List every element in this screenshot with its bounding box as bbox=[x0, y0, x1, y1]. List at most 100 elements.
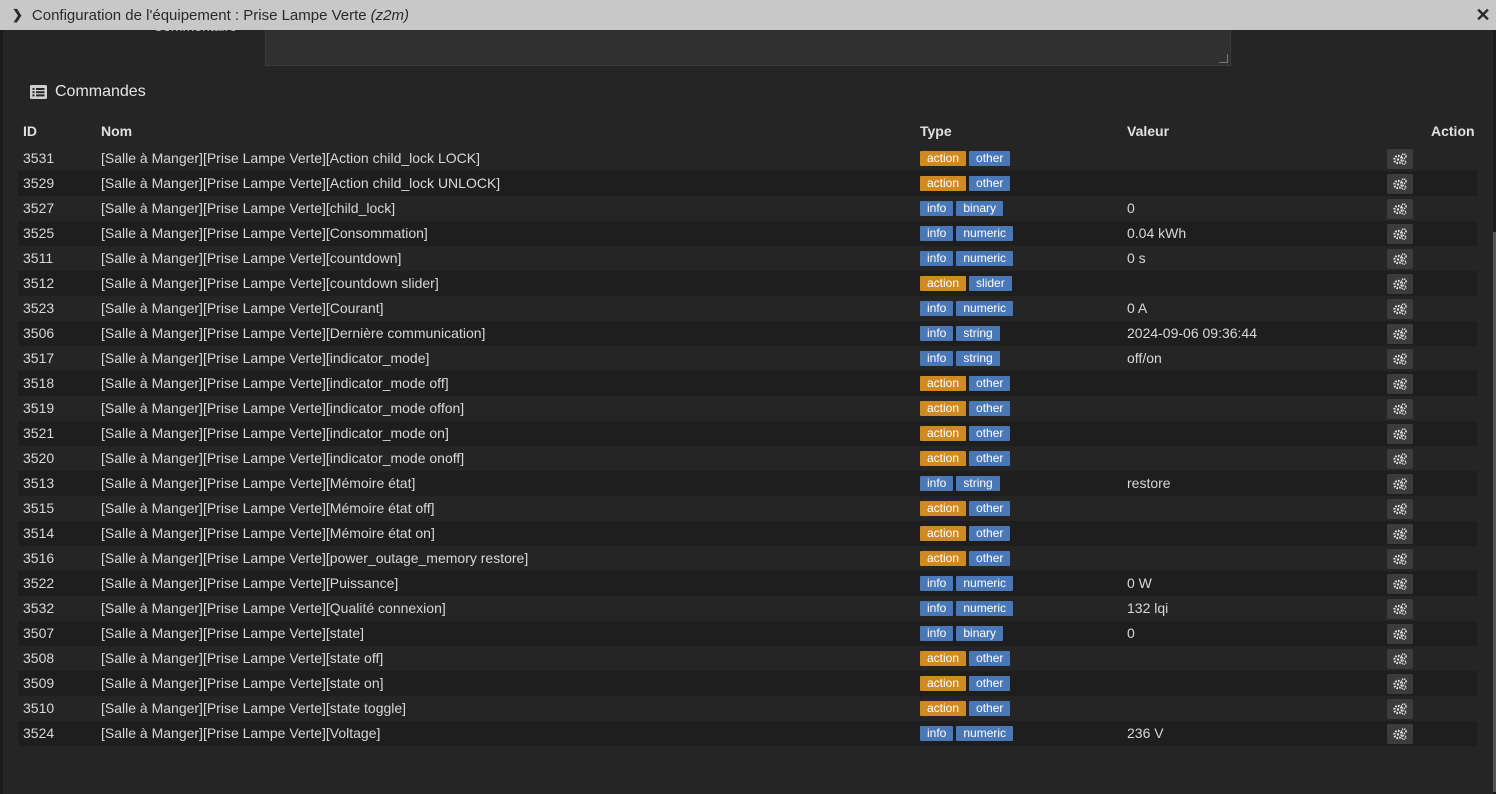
command-name: [Salle à Manger][Prise Lampe Verte][Volt… bbox=[101, 725, 381, 741]
configure-command-button[interactable] bbox=[1387, 148, 1413, 169]
configure-command-button[interactable] bbox=[1387, 173, 1413, 194]
configure-command-button[interactable] bbox=[1387, 673, 1413, 694]
configure-command-button[interactable] bbox=[1387, 523, 1413, 544]
command-id: 3508 bbox=[23, 650, 55, 666]
table-header: ID Nom Type Valeur Action bbox=[3, 123, 1493, 141]
type-badge: action bbox=[920, 276, 967, 291]
configure-command-button[interactable] bbox=[1387, 448, 1413, 469]
configure-command-button[interactable] bbox=[1387, 548, 1413, 569]
subtype-badge: numeric bbox=[956, 301, 1014, 316]
type-badge: info bbox=[920, 726, 954, 741]
command-name: [Salle à Manger][Prise Lampe Verte][coun… bbox=[101, 250, 402, 266]
table-row: 3524 [Salle à Manger][Prise Lampe Verte][… bbox=[18, 721, 1477, 746]
command-id: 3525 bbox=[23, 225, 55, 241]
command-id: 3532 bbox=[23, 600, 55, 616]
table-row: 3511 [Salle à Manger][Prise Lampe Verte][… bbox=[18, 246, 1477, 271]
gears-icon bbox=[1393, 427, 1407, 440]
command-name: [Salle à Manger][Prise Lampe Verte][Puis… bbox=[101, 575, 399, 591]
command-type: info string bbox=[920, 321, 1003, 346]
configure-command-button[interactable] bbox=[1387, 298, 1413, 319]
command-value: 0 bbox=[1127, 625, 1135, 641]
type-badge: info bbox=[920, 251, 954, 266]
type-badge: info bbox=[920, 601, 954, 616]
command-name: [Salle à Manger][Prise Lampe Verte][coun… bbox=[101, 275, 439, 291]
configure-command-button[interactable] bbox=[1387, 573, 1413, 594]
gears-icon bbox=[1393, 177, 1407, 190]
configure-command-button[interactable] bbox=[1387, 598, 1413, 619]
command-type: action other bbox=[920, 371, 1013, 396]
command-name: [Salle à Manger][Prise Lampe Verte][powe… bbox=[101, 550, 529, 566]
gears-icon bbox=[1393, 702, 1407, 715]
gears-icon bbox=[1393, 552, 1407, 565]
subtype-badge: other bbox=[969, 551, 1011, 566]
gears-icon bbox=[1393, 452, 1407, 465]
scrollbar[interactable] bbox=[1493, 232, 1496, 792]
command-action bbox=[1387, 196, 1413, 221]
configure-command-button[interactable] bbox=[1387, 623, 1413, 644]
command-name: [Salle à Manger][Prise Lampe Verte][indi… bbox=[101, 375, 449, 391]
configure-command-button[interactable] bbox=[1387, 273, 1413, 294]
configure-command-button[interactable] bbox=[1387, 423, 1413, 444]
type-badge: action bbox=[920, 526, 967, 541]
table-row: 3512 [Salle à Manger][Prise Lampe Verte][… bbox=[18, 271, 1477, 296]
command-action bbox=[1387, 671, 1413, 696]
gears-icon bbox=[1393, 202, 1407, 215]
command-name: [Salle à Manger][Prise Lampe Verte][Cour… bbox=[101, 300, 384, 316]
table-row: 3515 [Salle à Manger][Prise Lampe Verte][… bbox=[18, 496, 1477, 521]
command-action bbox=[1387, 246, 1413, 271]
configure-command-button[interactable] bbox=[1387, 498, 1413, 519]
type-badge: action bbox=[920, 651, 967, 666]
table-row: 3520 [Salle à Manger][Prise Lampe Verte][… bbox=[18, 446, 1477, 471]
command-type: info numeric bbox=[920, 246, 1016, 271]
configure-command-button[interactable] bbox=[1387, 373, 1413, 394]
close-icon[interactable]: ✕ bbox=[1475, 5, 1491, 25]
command-value: 0 s bbox=[1127, 250, 1146, 266]
table-row: 3525 [Salle à Manger][Prise Lampe Verte][… bbox=[18, 221, 1477, 246]
configure-command-button[interactable] bbox=[1387, 348, 1413, 369]
command-id: 3522 bbox=[23, 575, 55, 591]
configure-command-button[interactable] bbox=[1387, 248, 1413, 269]
command-id: 3511 bbox=[23, 250, 54, 266]
table-row: 3516 [Salle à Manger][Prise Lampe Verte][… bbox=[18, 546, 1477, 571]
configure-command-button[interactable] bbox=[1387, 323, 1413, 344]
table-row: 3510 [Salle à Manger][Prise Lampe Verte][… bbox=[18, 696, 1477, 721]
command-id: 3509 bbox=[23, 675, 55, 691]
command-id: 3521 bbox=[23, 425, 55, 441]
configure-command-button[interactable] bbox=[1387, 698, 1413, 719]
gears-icon bbox=[1393, 252, 1407, 265]
resize-handle-icon[interactable] bbox=[1219, 54, 1228, 63]
command-type: action other bbox=[920, 146, 1013, 171]
command-name: [Salle à Manger][Prise Lampe Verte][indi… bbox=[101, 400, 465, 416]
command-action bbox=[1387, 271, 1413, 296]
configure-command-button[interactable] bbox=[1387, 473, 1413, 494]
table-row: 3522 [Salle à Manger][Prise Lampe Verte][… bbox=[18, 571, 1477, 596]
command-action bbox=[1387, 446, 1413, 471]
chevron-right-icon[interactable]: ❯ bbox=[12, 7, 23, 22]
command-action bbox=[1387, 346, 1413, 371]
table-row: 3517 [Salle à Manger][Prise Lampe Verte][… bbox=[18, 346, 1477, 371]
command-action bbox=[1387, 721, 1413, 746]
configure-command-button[interactable] bbox=[1387, 223, 1413, 244]
configure-command-button[interactable] bbox=[1387, 398, 1413, 419]
commands-section-title: Commandes bbox=[30, 82, 146, 102]
subtype-badge: other bbox=[969, 376, 1011, 391]
gears-icon bbox=[1393, 402, 1407, 415]
command-value: 0 bbox=[1127, 200, 1135, 216]
command-name: [Salle à Manger][Prise Lampe Verte][indi… bbox=[101, 425, 449, 441]
table-row: 3521 [Salle à Manger][Prise Lampe Verte][… bbox=[18, 421, 1477, 446]
command-type: info string bbox=[920, 346, 1003, 371]
subtype-badge: numeric bbox=[956, 251, 1014, 266]
header-value: Valeur bbox=[1127, 123, 1170, 139]
configure-command-button[interactable] bbox=[1387, 723, 1413, 744]
command-name: [Salle à Manger][Prise Lampe Verte][Mémo… bbox=[101, 500, 435, 516]
type-badge: info bbox=[920, 351, 954, 366]
gears-icon bbox=[1393, 727, 1407, 740]
comment-textarea[interactable] bbox=[265, 30, 1231, 66]
command-name: [Salle à Manger][Prise Lampe Verte][Mémo… bbox=[101, 525, 435, 541]
subtype-badge: other bbox=[969, 401, 1011, 416]
command-action bbox=[1387, 521, 1413, 546]
command-name: [Salle à Manger][Prise Lampe Verte][stat… bbox=[101, 650, 384, 666]
configure-command-button[interactable] bbox=[1387, 648, 1413, 669]
configure-command-button[interactable] bbox=[1387, 198, 1413, 219]
type-badge: info bbox=[920, 576, 954, 591]
